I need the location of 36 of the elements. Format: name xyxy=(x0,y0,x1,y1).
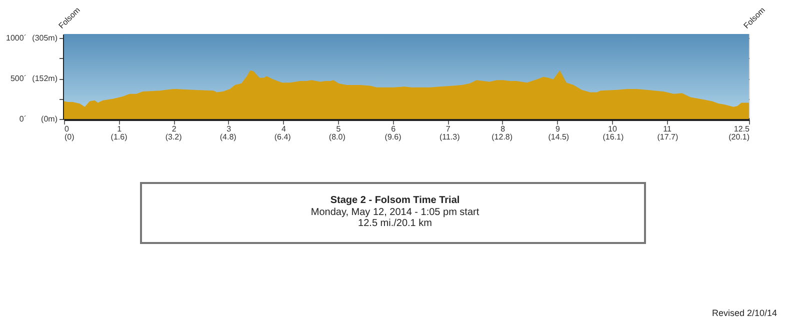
x-tick-label: 5 xyxy=(336,124,342,134)
text: Revised 2/10/14 xyxy=(712,308,777,318)
x-tick-label: 6 xyxy=(391,124,396,134)
x-tick-label: 12.5 xyxy=(734,124,750,134)
x2-tick-label: (12.8) xyxy=(492,132,513,142)
y-tick-label: 1000´ xyxy=(6,34,26,43)
x2-tick-label: (3.2) xyxy=(165,132,182,142)
x2-tick-label: (16.1) xyxy=(602,132,624,142)
x2-tick-label: (0) xyxy=(64,132,75,142)
x-tick-label: 3 xyxy=(226,124,232,134)
x-tick-label: 4 xyxy=(281,124,286,134)
x2-tick-label: (14.5) xyxy=(548,132,570,142)
y2-tick-label: (152m) xyxy=(32,74,58,84)
x-tick-label: 8 xyxy=(500,124,506,134)
x-tick-label: 7 xyxy=(446,124,451,134)
x2-tick-label: (4.8) xyxy=(220,132,237,142)
x-tick-label: 9 xyxy=(555,124,560,134)
text: Monday, May 12, 2014 - 1:05 pm start xyxy=(310,207,480,218)
x2-tick-label: (11.3) xyxy=(439,132,460,142)
x2-tick-label: (9.6) xyxy=(384,132,402,142)
x-tick-label: 11 xyxy=(663,124,672,134)
x-tick-label: 1 xyxy=(117,124,122,134)
x-tick-label: 2 xyxy=(172,124,177,134)
x2-tick-label: (8.0) xyxy=(328,132,346,142)
y2-tick-label: (305m) xyxy=(32,33,58,42)
x2-tick-label: (17.7) xyxy=(657,132,678,142)
y-tick-label: 0´ xyxy=(19,114,26,124)
x2-tick-label: (1.6) xyxy=(110,132,128,142)
x-tick-label: 0 xyxy=(64,124,70,134)
x2-tick-label: (6.4) xyxy=(274,132,292,142)
y-tick-label: 500´ xyxy=(10,74,26,84)
text: Stage 2 - Folsom Time Trial xyxy=(330,195,460,206)
y2-tick-label: (0m) xyxy=(41,114,58,124)
x2-tick-label: (20.1) xyxy=(728,132,750,142)
x-tick-label: 10 xyxy=(608,124,618,134)
text: 12.5 mi./20.1 km xyxy=(358,218,432,229)
